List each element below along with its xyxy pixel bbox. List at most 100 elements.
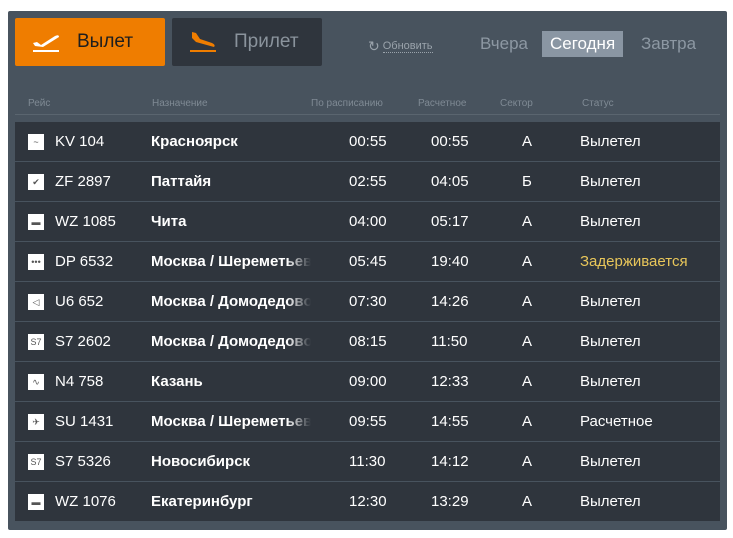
scheduled-time: 12:30 (349, 493, 387, 510)
column-sector: Сектор (500, 98, 533, 109)
status: Вылетел (580, 133, 641, 150)
airline-logo-icon: ~ (28, 134, 44, 150)
status: Вылетел (580, 453, 641, 470)
estimated-time: 14:55 (431, 413, 469, 430)
scheduled-time: 11:30 (349, 453, 386, 470)
refresh-label: Обновить (382, 40, 433, 53)
estimated-time: 13:29 (431, 493, 469, 510)
column-scheduled: По расписанию (311, 98, 383, 109)
status: Расчетное (580, 413, 653, 430)
flight-number: KV 104 (55, 133, 105, 150)
scheduled-time: 00:55 (349, 133, 387, 150)
destination: Москва / Домодедово (151, 333, 311, 350)
column-destination: Назначение (152, 98, 208, 109)
header-divider (15, 114, 720, 115)
status: Вылетел (580, 373, 641, 390)
estimated-time: 19:40 (431, 253, 469, 270)
estimated-time: 11:50 (431, 333, 468, 350)
flight-row[interactable]: ••• DP 6532 Москва / Шереметьево 05:45 1… (15, 242, 720, 282)
flight-row[interactable]: ✔ ZF 2897 Паттайя 02:55 04:05 Б Вылетел (15, 162, 720, 202)
flight-row[interactable]: S7 S7 5326 Новосибирск 11:30 14:12 А Выл… (15, 442, 720, 482)
airline-logo-icon: ✔ (28, 174, 44, 190)
sector: А (522, 413, 533, 430)
day-yesterday[interactable]: Вчера (480, 34, 528, 53)
column-estimated: Расчетное (418, 98, 467, 109)
airline-logo-icon: ✈ (28, 414, 44, 430)
destination: Москва / Домодедово (151, 293, 311, 310)
destination: Екатеринбург (151, 493, 253, 510)
tab-arrival[interactable]: Прилет (172, 18, 322, 66)
flight-row[interactable]: ~ KV 104 Красноярск 00:55 00:55 А Вылете… (15, 122, 720, 162)
scheduled-time: 05:45 (349, 253, 387, 270)
sector: А (522, 493, 533, 510)
airline-logo-icon: ∿ (28, 374, 44, 390)
sector: А (522, 133, 533, 150)
estimated-time: 05:17 (431, 213, 469, 230)
scheduled-time: 04:00 (349, 213, 387, 230)
destination: Москва / Шереметьево (151, 413, 311, 430)
airline-logo-icon: ▬ (28, 494, 44, 510)
status: Вылетел (580, 333, 641, 350)
sector: А (522, 253, 533, 270)
destination: Красноярск (151, 133, 238, 150)
day-tomorrow[interactable]: Завтра (641, 34, 697, 53)
scheduled-time: 07:30 (349, 293, 387, 310)
status: Вылетел (580, 213, 641, 230)
destination: Чита (151, 213, 187, 230)
flight-list: ~ KV 104 Красноярск 00:55 00:55 А Вылете… (15, 122, 720, 522)
flight-board: Вылет Прилет ↻ Обновить Вчера Сегодня За… (8, 11, 727, 530)
flight-row[interactable]: ▬ WZ 1085 Чита 04:00 05:17 А Вылетел (15, 202, 720, 242)
flight-row[interactable]: ∿ N4 758 Казань 09:00 12:33 А Вылетел (15, 362, 720, 402)
plane-landing-icon (190, 32, 216, 52)
estimated-time: 00:55 (431, 133, 469, 150)
flight-number: S7 2602 (55, 333, 111, 350)
column-flight: Рейс (28, 98, 51, 109)
destination: Казань (151, 373, 203, 390)
flight-number: N4 758 (55, 373, 104, 390)
estimated-time: 14:12 (431, 453, 469, 470)
flight-number: DP 6532 (55, 253, 114, 270)
flight-row[interactable]: S7 S7 2602 Москва / Домодедово 08:15 11:… (15, 322, 720, 362)
refresh-icon: ↻ (368, 38, 380, 54)
scheduled-time: 09:55 (349, 413, 387, 430)
plane-takeoff-icon (33, 35, 59, 52)
tab-departure-label: Вылет (77, 31, 134, 52)
tab-departure[interactable]: Вылет (15, 18, 165, 66)
flight-number: SU 1431 (55, 413, 114, 430)
refresh-button[interactable]: ↻ Обновить (368, 38, 433, 55)
flight-number: S7 5326 (55, 453, 111, 470)
sector: А (522, 453, 533, 470)
status: Вылетел (580, 173, 641, 190)
airline-logo-icon: ▬ (28, 214, 44, 230)
status: Задерживается (580, 253, 688, 270)
sector: А (522, 333, 533, 350)
sector: А (522, 213, 533, 230)
flight-number: WZ 1085 (55, 213, 116, 230)
scheduled-time: 09:00 (349, 373, 387, 390)
scheduled-time: 08:15 (349, 333, 387, 350)
airline-logo-icon: S7 (28, 454, 44, 470)
estimated-time: 12:33 (431, 373, 469, 390)
scheduled-time: 02:55 (349, 173, 387, 190)
flight-row[interactable]: ▬ WZ 1076 Екатеринбург 12:30 13:29 А Выл… (15, 482, 720, 522)
destination: Паттайя (151, 173, 212, 190)
column-status: Статус (582, 98, 614, 109)
sector: А (522, 293, 533, 310)
airline-logo-icon: ••• (28, 254, 44, 270)
status: Вылетел (580, 293, 641, 310)
day-today[interactable]: Сегодня (542, 31, 624, 57)
destination: Москва / Шереметьево (151, 253, 311, 270)
airline-logo-icon: S7 (28, 334, 44, 350)
sector: Б (522, 173, 532, 190)
airline-logo-icon: ◁ (28, 294, 44, 310)
flight-number: U6 652 (55, 293, 104, 310)
estimated-time: 04:05 (431, 173, 469, 190)
flight-row[interactable]: ◁ U6 652 Москва / Домодедово 07:30 14:26… (15, 282, 720, 322)
status: Вылетел (580, 493, 641, 510)
flight-number: WZ 1076 (55, 493, 116, 510)
flight-row[interactable]: ✈ SU 1431 Москва / Шереметьево 09:55 14:… (15, 402, 720, 442)
flight-number: ZF 2897 (55, 173, 111, 190)
destination: Новосибирск (151, 453, 251, 470)
tab-arrival-label: Прилет (234, 31, 299, 52)
estimated-time: 14:26 (431, 293, 469, 310)
